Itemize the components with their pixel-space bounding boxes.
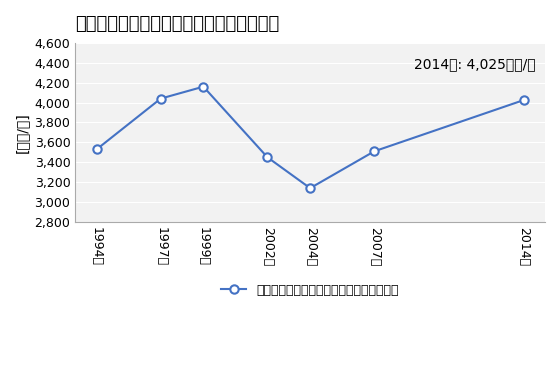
卧売業の従業者一人当たり年間商品販売額 [371, 149, 377, 153]
卧売業の従業者一人当たり年間商品販売額 [200, 85, 207, 89]
Y-axis label: [万円/人]: [万円/人] [15, 112, 29, 153]
Legend: 卧売業の従業者一人当たり年間商品販売額: 卧売業の従業者一人当たり年間商品販売額 [216, 279, 404, 302]
卧売業の従業者一人当たり年間商品販売額 [157, 96, 164, 101]
Text: 2014年: 4,025万円/人: 2014年: 4,025万円/人 [414, 57, 535, 71]
卧売業の従業者一人当たり年間商品販売額 [94, 147, 100, 152]
卧売業の従業者一人当たり年間商品販売額 [520, 98, 527, 102]
卧売業の従業者一人当たり年間商品販売額 [264, 155, 271, 160]
Line: 卧売業の従業者一人当たり年間商品販売額: 卧売業の従業者一人当たり年間商品販売額 [92, 82, 528, 192]
Text: 卸売業の従業者一人当たり年間商品販売額: 卸売業の従業者一人当たり年間商品販売額 [75, 15, 279, 33]
卧売業の従業者一人当たり年間商品販売額 [307, 186, 314, 190]
